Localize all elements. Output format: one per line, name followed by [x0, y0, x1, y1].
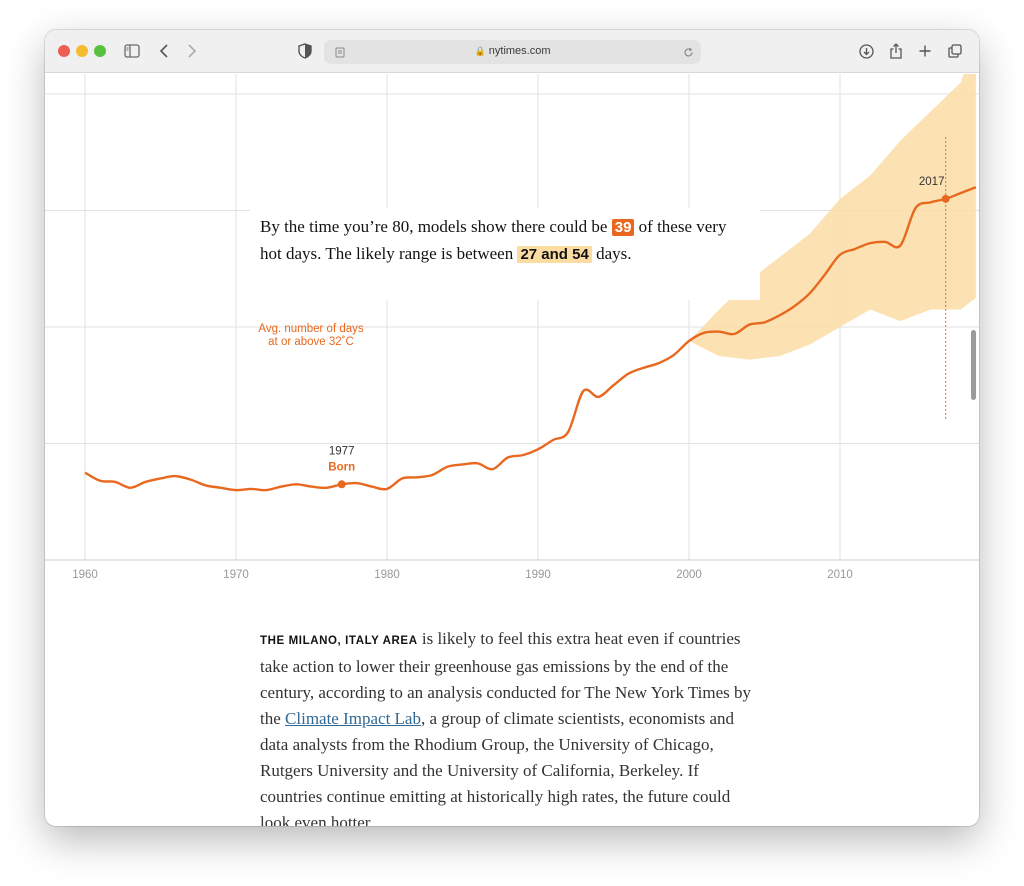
callout-text-3: days. [596, 244, 632, 263]
zoom-window-button[interactable] [94, 45, 106, 57]
reader-icon[interactable] [330, 42, 350, 62]
series-label: Avg. number of days at or above 32˚C [258, 323, 364, 348]
born-label: Born [328, 461, 355, 473]
forward-icon[interactable] [182, 41, 202, 61]
url-text: nytimes.com [488, 45, 551, 57]
climate-impact-lab-link[interactable]: Climate Impact Lab [285, 709, 421, 728]
x-tick-label-1990: 1990 [525, 569, 551, 581]
projection-callout: By the time you’re 80, models show there… [250, 208, 760, 300]
born-year-point [337, 480, 346, 489]
browser-window: 🔒 nytimes.com 1977 [45, 30, 979, 826]
shield-icon[interactable] [295, 41, 315, 61]
vertical-gridlines [84, 74, 841, 560]
callout-text-1: By the time you’re 80, models show there… [260, 217, 608, 236]
minimize-window-button[interactable] [76, 45, 88, 57]
sidebar-icon[interactable] [122, 41, 142, 61]
x-tick-label-1970: 1970 [223, 569, 249, 581]
download-icon[interactable] [856, 41, 876, 61]
address-bar[interactable]: 🔒 nytimes.com [324, 40, 701, 64]
likely-range-badge: 27 and 54 [517, 246, 592, 263]
x-tick-label-2000: 2000 [676, 569, 702, 581]
likely-range-band [689, 74, 976, 360]
article-text-2: , a group of climate scientists, economi… [260, 709, 734, 826]
share-icon[interactable] [886, 41, 906, 61]
lock-icon: 🔒 [474, 46, 486, 56]
heat-days-chart: 1977 Born 2017 Avg. number of days at or … [45, 74, 979, 581]
projected-days-badge: 39 [611, 219, 635, 236]
location-kicker: THE MILANO, ITALY AREA [260, 635, 418, 647]
close-window-button[interactable] [58, 45, 70, 57]
back-icon[interactable] [154, 41, 174, 61]
x-tick-label-1980: 1980 [374, 569, 400, 581]
x-axis-ticks: 1960 1970 1980 1990 2000 2010 [72, 569, 853, 581]
born-year-label: 1977 [329, 445, 355, 457]
heat-days-line [84, 186, 977, 492]
tabs-icon[interactable] [945, 41, 965, 61]
page-content: 1977 Born 2017 Avg. number of days at or … [45, 74, 979, 826]
x-tick-label-2010: 2010 [827, 569, 853, 581]
series-label-line-2: at or above 32˚C [268, 336, 354, 348]
year-2017-point [941, 194, 950, 203]
article-paragraph: THE MILANO, ITALY AREA is likely to feel… [260, 626, 760, 826]
scrollbar-thumb[interactable] [971, 330, 976, 400]
url-display: 🔒 nytimes.com [324, 45, 701, 57]
x-tick-label-1960: 1960 [72, 569, 98, 581]
year-2017-label: 2017 [919, 176, 945, 188]
reload-icon[interactable] [678, 42, 698, 62]
article-text-1: is likely to feel this extra heat even i… [260, 629, 752, 728]
series-label-line-1: Avg. number of days [258, 323, 364, 335]
browser-toolbar: 🔒 nytimes.com [45, 30, 979, 73]
new-tab-icon[interactable] [915, 41, 935, 61]
callout-text-2: of these very hot days. The likely range… [260, 217, 727, 263]
projection-text: By the time you’re 80, models show there… [260, 214, 750, 268]
